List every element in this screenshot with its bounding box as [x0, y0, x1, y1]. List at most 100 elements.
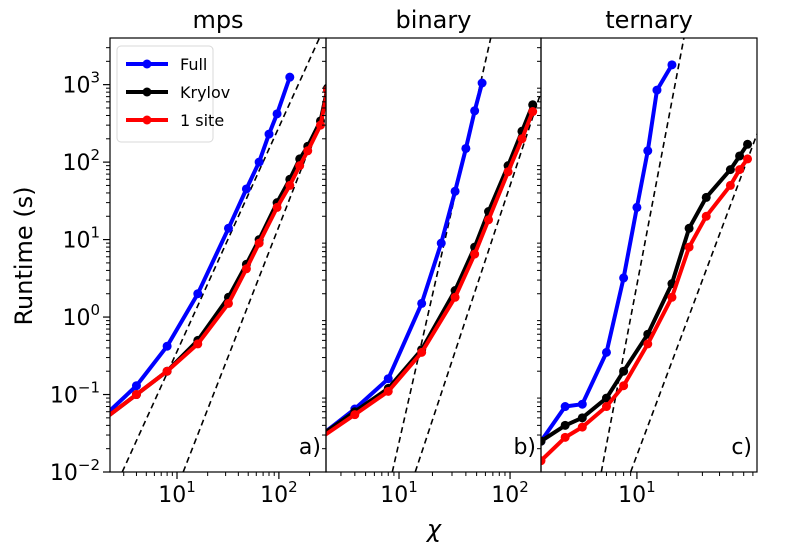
data-point-1-site — [131, 390, 141, 400]
y-tick-exponent: 0 — [90, 301, 100, 319]
data-point-1-site — [350, 410, 360, 420]
panel-label: b) — [513, 435, 536, 460]
data-point-1-site — [619, 381, 629, 391]
data-point-1-site — [323, 85, 326, 95]
series-line-full — [110, 76, 292, 414]
series-line-krylov — [326, 104, 535, 435]
data-point-1-site — [470, 249, 480, 259]
series-full — [326, 78, 487, 434]
data-point-full — [601, 347, 611, 357]
x-axis-label: χ — [425, 515, 442, 543]
panel-frame — [540, 37, 758, 473]
data-point-full — [131, 381, 141, 391]
series-line-krylov — [541, 143, 750, 443]
data-point-1-site — [303, 146, 313, 156]
data-point-1-site — [541, 456, 546, 466]
chart-panel-binary: 101 102 binary b) — [322, 6, 542, 508]
series-1-site — [541, 154, 753, 466]
series-line-full — [541, 63, 674, 443]
data-point-krylov — [601, 393, 611, 403]
data-point-1-site — [643, 339, 653, 349]
series-line-1-site — [541, 157, 750, 463]
data-point-full — [254, 157, 264, 167]
x-tick-exponent: 1 — [186, 478, 196, 496]
x-tick-exponent: 2 — [288, 478, 298, 496]
data-point-1-site — [577, 422, 587, 432]
series-krylov — [541, 139, 753, 446]
y-tick-label: 103 — [62, 69, 100, 99]
x-tick-label: 101 — [380, 478, 418, 508]
data-point-krylov — [735, 151, 745, 161]
data-point-full — [417, 298, 427, 308]
x-tick-label: 102 — [491, 478, 529, 508]
data-point-full — [450, 186, 460, 196]
data-point-full — [577, 399, 587, 409]
data-point-1-site — [517, 134, 527, 144]
data-point-1-site — [601, 402, 611, 412]
panel-label: a) — [299, 435, 321, 460]
data-point-1-site — [223, 298, 233, 308]
series-full — [541, 60, 677, 446]
data-point-1-site — [383, 386, 393, 396]
data-point-1-site — [450, 292, 460, 302]
y-tick-exponent: 1 — [90, 224, 100, 242]
y-axis-label: Runtime (s) — [10, 186, 38, 325]
y-tick-label: 10−2 — [50, 456, 100, 486]
x-tick-exponent: 1 — [646, 478, 656, 496]
panel-label: c) — [731, 435, 752, 460]
y-tick-label: 101 — [62, 224, 100, 254]
data-point-full — [619, 273, 629, 283]
data-point-1-site — [667, 292, 677, 302]
data-point-full — [264, 129, 274, 139]
data-point-1-site — [241, 264, 251, 274]
reference-line — [600, 38, 685, 472]
data-point-krylov — [743, 139, 753, 149]
data-point-full — [477, 78, 487, 88]
data-point-1-site — [254, 238, 264, 248]
series-line-1-site — [326, 110, 535, 437]
y-tick-label: 100 — [62, 301, 100, 331]
data-point-1-site — [725, 180, 735, 190]
data-point-1-site — [503, 167, 513, 177]
legend-marker-1-site — [142, 115, 152, 125]
data-point-full — [470, 106, 480, 116]
data-point-full — [632, 202, 642, 212]
data-point-krylov — [725, 165, 735, 175]
data-point-full — [643, 146, 653, 156]
chart-panel-ternary: 101 ternary c) — [537, 6, 758, 508]
data-point-1-site — [417, 347, 427, 357]
data-point-full — [241, 184, 251, 194]
data-point-krylov — [541, 436, 546, 446]
y-tick-exponent: −2 — [78, 456, 100, 474]
y-tick-label: 102 — [62, 146, 100, 176]
data-point-1-site — [295, 161, 305, 171]
reference-line — [414, 91, 541, 472]
data-point-full — [436, 238, 446, 248]
legend-marker-full — [142, 59, 152, 69]
legend-label-full: Full — [180, 55, 207, 74]
series-full — [110, 72, 295, 417]
data-point-krylov — [528, 100, 538, 110]
data-point-krylov — [701, 192, 711, 202]
x-tick-exponent: 1 — [408, 478, 418, 496]
legend: Full Krylov 1 site — [116, 45, 230, 143]
data-point-krylov — [577, 413, 587, 423]
data-point-1-site — [735, 165, 745, 175]
data-point-krylov — [619, 366, 629, 376]
data-point-full — [285, 72, 295, 82]
data-point-krylov — [684, 223, 694, 233]
legend-label-1-site: 1 site — [180, 111, 224, 130]
y-tick-label: 10−1 — [50, 379, 100, 409]
series-krylov — [326, 100, 538, 435]
data-point-full — [652, 85, 662, 95]
x-tick-exponent: 2 — [519, 478, 529, 496]
legend-marker-krylov — [142, 87, 152, 97]
data-point-full — [461, 143, 471, 153]
data-point-1-site — [162, 366, 172, 376]
x-tick-label: 101 — [618, 478, 656, 508]
data-point-1-site — [285, 180, 295, 190]
data-point-1-site — [528, 107, 538, 117]
data-point-krylov — [560, 420, 570, 430]
